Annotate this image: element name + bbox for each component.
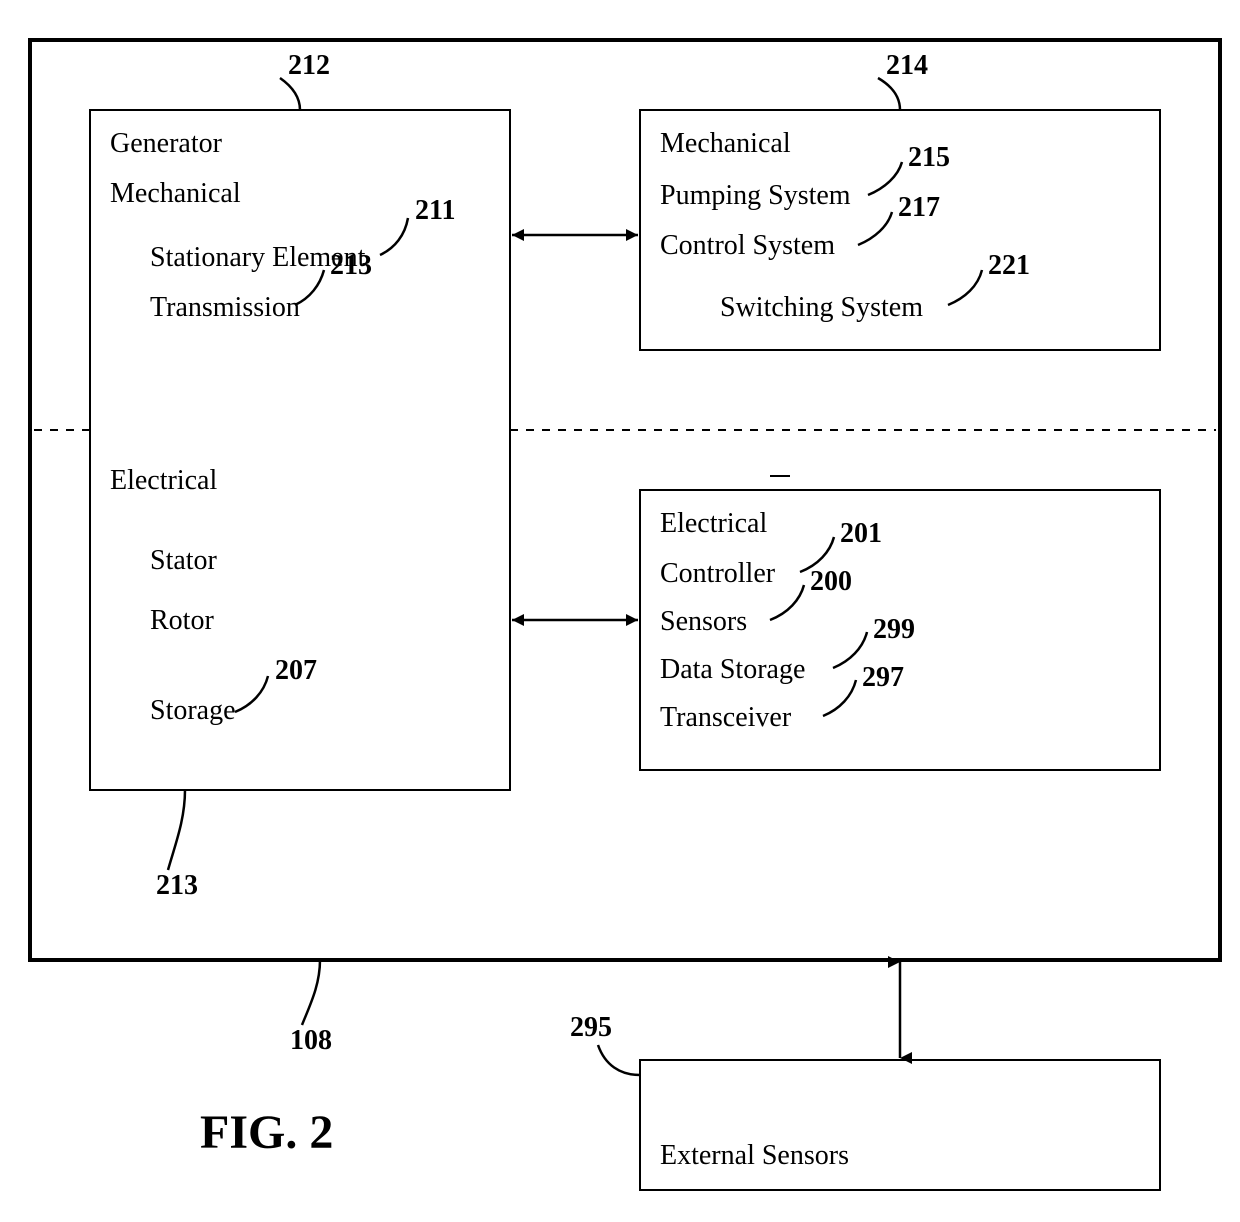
leader-214 — [878, 78, 900, 110]
ref-215: 215 — [908, 142, 950, 174]
ref-217: 217 — [898, 192, 940, 224]
leader-295 — [598, 1045, 640, 1075]
ref-214: 214 — [886, 50, 928, 82]
ref-295: 295 — [570, 1012, 612, 1044]
leader-297 — [823, 680, 856, 716]
ref-201: 201 — [840, 518, 882, 550]
ref-207: 207 — [275, 655, 317, 687]
left-item-storage: Storage — [150, 695, 236, 727]
right-bot-title: Electrical — [660, 508, 767, 540]
ref-299: 299 — [873, 614, 915, 646]
ref-213-in: 213 — [330, 250, 372, 282]
leader-212 — [280, 78, 300, 110]
leader-108 — [302, 960, 320, 1025]
right-top-pumping: Pumping System — [660, 180, 851, 212]
left-item-rotor: Rotor — [150, 605, 214, 637]
right-bot-datastorage: Data Storage — [660, 654, 805, 686]
ref-221: 221 — [988, 250, 1030, 282]
right-bot-sensors: Sensors — [660, 606, 747, 638]
leader-215 — [868, 162, 902, 195]
leader-217 — [858, 212, 892, 245]
left-title-electrical: Electrical — [110, 465, 217, 497]
right-bot-controller: Controller — [660, 558, 775, 590]
figure-caption: FIG. 2 — [200, 1105, 333, 1160]
leader-200 — [770, 585, 804, 620]
figure-stage: Generator Mechanical Stationary Element … — [0, 0, 1240, 1222]
leader-213-out — [168, 790, 185, 870]
right-top-title: Mechanical — [660, 128, 791, 160]
external-label: External Sensors — [660, 1140, 849, 1172]
right-top-switching: Switching System — [720, 292, 923, 324]
ref-211: 211 — [415, 195, 455, 227]
left-title-mechanical: Mechanical — [110, 178, 241, 210]
leader-211 — [380, 218, 408, 255]
ref-297: 297 — [862, 662, 904, 694]
ref-213-out: 213 — [156, 870, 198, 902]
leader-221 — [948, 270, 982, 305]
right-bot-transceiver: Transceiver — [660, 702, 791, 734]
left-item-transmission: Transmission — [150, 292, 300, 324]
ref-212: 212 — [288, 50, 330, 82]
ref-200: 200 — [810, 566, 852, 598]
right-top-control: Control System — [660, 230, 835, 262]
leader-207 — [235, 676, 268, 712]
ref-108: 108 — [290, 1025, 332, 1057]
left-title-generator: Generator — [110, 128, 222, 160]
left-item-stator: Stator — [150, 545, 217, 577]
